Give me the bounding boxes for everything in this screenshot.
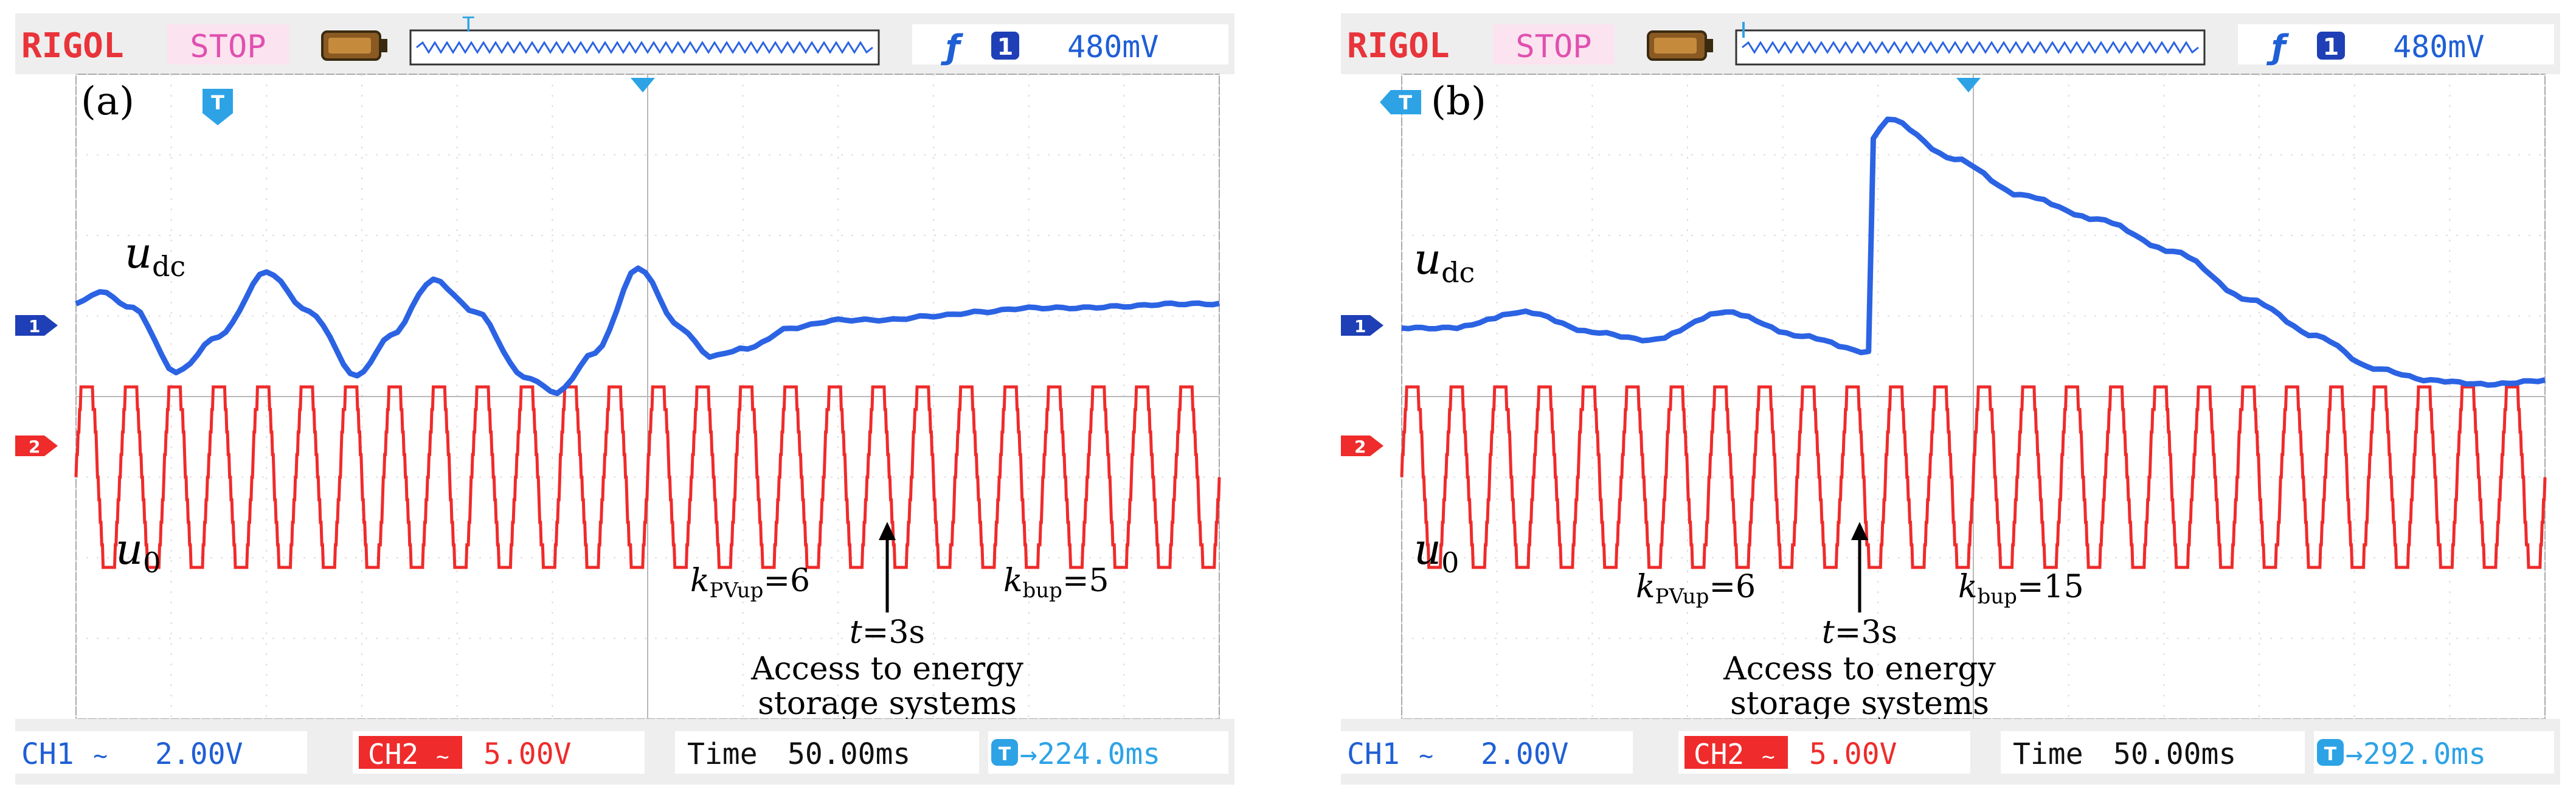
ch1-ground-marker: 1	[15, 315, 58, 336]
grid	[1401, 74, 2546, 720]
trigger-offset-box	[988, 731, 1228, 774]
udc-label: udc	[125, 228, 185, 283]
ch2-scale: 5.00V	[483, 737, 572, 771]
timebase-scale: 50.00ms	[2113, 737, 2236, 771]
trigger-position-marker	[631, 78, 655, 92]
trigger-level: 480mV	[1067, 29, 1159, 64]
trigger-info-box	[2238, 24, 2554, 64]
status-badge: STOP	[1515, 29, 1591, 65]
timebase-label: Time	[687, 737, 758, 771]
k-bup-label: kbup=5	[1003, 563, 1109, 603]
memory-overview-bar	[1735, 22, 2206, 66]
event-time-label: t=3s	[850, 614, 925, 651]
svg-text:2: 2	[1354, 437, 1366, 457]
trigger-offset-icon	[991, 739, 1018, 766]
ch2-label-bg	[359, 736, 462, 769]
brand-label: RIGOL	[21, 26, 124, 66]
scope-screen-a: RIGOL STOP T ƒ 1 480mV T 1	[15, 13, 1234, 785]
u0-label: u0	[1414, 524, 1459, 579]
ch1-waveform	[75, 265, 1220, 397]
trigger-offset: →224.0ms	[1020, 737, 1160, 771]
trigger-offset: →292.0ms	[2346, 737, 2486, 771]
status-badge-bg	[167, 24, 289, 64]
svg-text:1: 1	[29, 316, 40, 336]
ch1-scale: 2.00V	[1481, 737, 1569, 771]
ch1-coupling-icon: ~	[1419, 742, 1433, 770]
trigger-offset-icon	[2317, 739, 2344, 766]
battery-icon	[1647, 30, 1713, 61]
ch1-ground-marker: 1	[1341, 315, 1383, 336]
memory-overview-bar: T	[409, 13, 880, 66]
event-arrow	[1851, 522, 1868, 612]
timebase-box	[675, 731, 979, 774]
memory-trigger-marker: T	[462, 13, 474, 37]
event-time-label: t=3s	[1822, 614, 1897, 651]
memory-overview-wave	[1742, 41, 2199, 54]
trigger-position-marker	[1956, 78, 1981, 92]
svg-text:1: 1	[1354, 316, 1366, 336]
ch2-coupling-icon: ~	[436, 744, 449, 769]
ch1-scale-box	[1341, 731, 1633, 774]
trigger-level: 480mV	[2393, 29, 2485, 64]
status-badge: STOP	[190, 29, 266, 65]
u0-label: u0	[116, 524, 161, 579]
event-description-line1: Access to energy	[1723, 651, 1996, 687]
trigger-time-marker: T	[203, 89, 233, 125]
svg-text:T: T	[211, 91, 224, 114]
event-description-line2: storage systems	[1730, 685, 1989, 722]
brand-label: RIGOL	[1347, 26, 1450, 66]
trigger-source-badge	[991, 32, 1019, 60]
scope-screen-b: RIGOL STOP ƒ 1 480mV T 1	[1341, 13, 2560, 785]
ch2-label-bg	[1684, 736, 1788, 769]
ch2-ground-marker: 2	[15, 435, 58, 457]
svg-text:T: T	[1399, 91, 1412, 114]
oscilloscope-panel-b: RIGOL STOP ƒ 1 480mV T 1	[1341, 13, 2560, 785]
timebase-label: Time	[2013, 737, 2083, 771]
ch1-label: CH1	[21, 737, 74, 771]
k-pvup-label: kPVup=6	[1636, 569, 1756, 609]
k-pvup-label: kPVup=6	[690, 563, 810, 603]
event-description-line2: storage systems	[758, 685, 1017, 722]
panel-label: (a)	[81, 79, 134, 124]
ch2-coupling-icon: ~	[1762, 744, 1775, 769]
memory-overview-wave	[416, 41, 873, 54]
event-arrow	[879, 522, 896, 612]
trigger-offset-box	[2314, 731, 2554, 774]
ch2-waveform	[1400, 385, 2547, 569]
ch2-label: CH2	[368, 738, 418, 771]
trigger-time-marker: T	[1380, 90, 1421, 114]
svg-text:2: 2	[29, 437, 40, 457]
ch1-scale-box	[15, 731, 307, 774]
timebase-box	[2001, 731, 2305, 774]
status-badge-bg	[1493, 24, 1615, 64]
ch1-scale: 2.00V	[155, 737, 243, 771]
ch2-ground-marker: 2	[1341, 435, 1383, 457]
ch2-waveform	[74, 385, 1221, 569]
battery-icon	[321, 30, 387, 61]
ch2-label: CH2	[1694, 738, 1744, 771]
udc-label: udc	[1414, 234, 1475, 289]
k-bup-label: kbup=15	[1958, 569, 2084, 609]
ch1-coupling-icon: ~	[93, 742, 108, 770]
panel-label: (b)	[1431, 79, 1486, 124]
ch1-label: CH1	[1347, 737, 1400, 771]
svg-text:T: T	[999, 744, 1011, 765]
svg-text:T: T	[2324, 744, 2337, 765]
oscilloscope-panel-a: RIGOL STOP T ƒ 1 480mV T 1	[15, 13, 1234, 785]
trigger-info-box	[912, 24, 1228, 64]
ch1-waveform	[1401, 116, 2546, 388]
event-description-line1: Access to energy	[750, 651, 1023, 687]
trigger-source-badge	[2317, 32, 2345, 60]
ch2-scale: 5.00V	[1809, 737, 1897, 771]
trigger-source-label: 1	[2323, 33, 2339, 60]
timebase-scale: 50.00ms	[788, 737, 910, 771]
trigger-source-label: 1	[997, 33, 1013, 60]
